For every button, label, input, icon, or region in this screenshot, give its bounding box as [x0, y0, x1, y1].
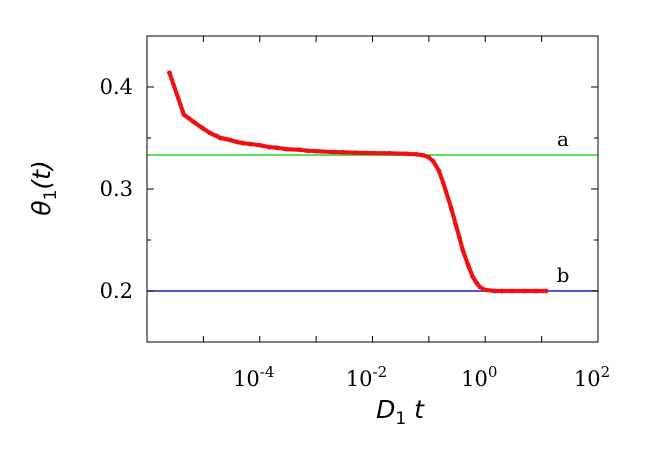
y-axis-label-main: θ — [27, 200, 56, 215]
x-axis-label: D1 t — [376, 395, 425, 429]
x-axis-label-rest: t — [406, 395, 425, 424]
x-tick-label: 100 — [461, 363, 497, 391]
plot-frame — [146, 35, 599, 343]
reference-label-a: a — [557, 127, 569, 151]
x-tick-label: 10-4 — [233, 363, 274, 391]
y-axis-label-rest: (t) — [27, 160, 56, 189]
y-axis-label-sub: 1 — [41, 190, 61, 201]
data-point — [543, 288, 549, 294]
reference-labels: ab — [557, 127, 570, 287]
y-tick-label: 0.2 — [100, 279, 133, 303]
y-tick-label: 0.4 — [100, 75, 133, 99]
reference-lines — [147, 154, 598, 292]
data-points — [167, 70, 549, 294]
x-tick-label: 102 — [574, 363, 610, 391]
x-axis-label-sub: 1 — [395, 409, 406, 429]
x-axis-label-main: D — [376, 395, 395, 424]
y-tick-label: 0.3 — [100, 177, 133, 201]
y-axis-ticks: 0.2 0.3 0.4 — [100, 35, 598, 343]
reference-label-b: b — [557, 263, 570, 287]
y-axis-label: θ1(t) — [27, 160, 61, 215]
x-tick-label: 10-2 — [346, 363, 387, 391]
x-axis-ticks: 10-4 10-2 100 102 — [146, 36, 610, 391]
